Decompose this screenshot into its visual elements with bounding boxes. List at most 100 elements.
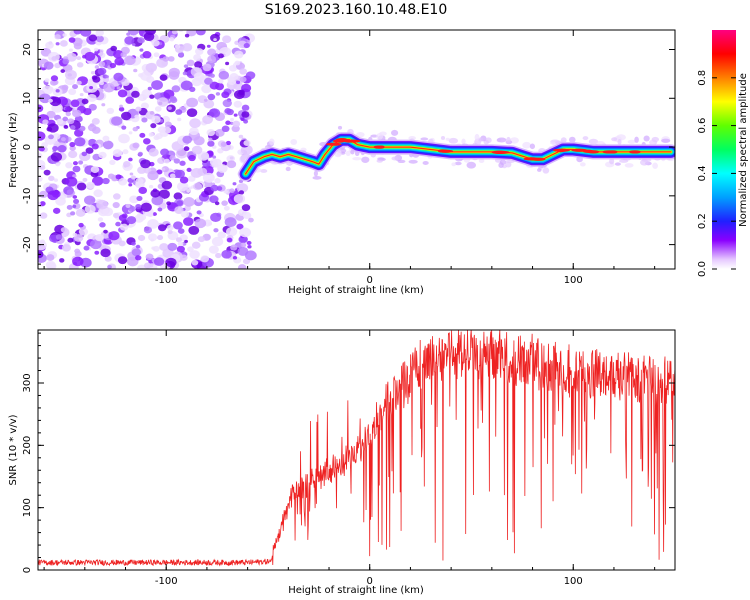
- noise-blob: [145, 62, 157, 73]
- noise-blob: [184, 239, 188, 244]
- spectrogram-x-label: Height of straight line (km): [288, 285, 424, 296]
- noise-blob: [122, 149, 129, 155]
- ridge-speckle: [390, 129, 399, 136]
- noise-blob: [195, 30, 206, 36]
- noise-blob: [79, 93, 84, 97]
- noise-blob: [244, 250, 257, 261]
- ridge-speckle: [312, 175, 322, 180]
- noise-blob: [43, 61, 54, 70]
- ridge-speckle: [397, 159, 406, 164]
- noise-blob: [70, 211, 76, 216]
- noise-blob: [153, 257, 165, 266]
- noise-blob: [93, 189, 103, 198]
- spectrogram-y-tick-label: 0: [22, 144, 33, 150]
- noise-blob: [129, 172, 134, 176]
- noise-blob: [67, 118, 75, 125]
- noise-blob: [69, 145, 76, 151]
- spectrogram-y-tick-label: -10: [22, 188, 33, 204]
- noise-blob: [135, 244, 141, 249]
- noise-blob: [66, 52, 77, 62]
- ridge-speckle: [408, 135, 416, 141]
- noise-blob: [65, 162, 73, 169]
- ridge-peak: [335, 138, 348, 142]
- noise-blob: [137, 234, 146, 242]
- noise-blob: [189, 118, 201, 129]
- ridge-speckle: [568, 136, 576, 143]
- noise-blob: [215, 92, 221, 96]
- noise-blob: [76, 182, 87, 191]
- noise-blob: [64, 106, 70, 111]
- ridge-speckle: [588, 138, 599, 145]
- noise-blob: [140, 71, 152, 81]
- noise-blob: [72, 84, 79, 90]
- noise-blob: [59, 40, 68, 47]
- noise-blob: [235, 80, 241, 85]
- noise-blob: [155, 133, 163, 140]
- noise-blob: [50, 75, 59, 82]
- noise-blob: [41, 142, 48, 148]
- noise-blob: [138, 73, 144, 78]
- noise-blob: [149, 94, 155, 99]
- noise-blob: [92, 176, 104, 186]
- noise-blob: [161, 167, 166, 171]
- noise-blob: [211, 236, 224, 247]
- ridge-speckle: [643, 135, 650, 142]
- ridge-speckle: [352, 157, 362, 161]
- noise-blob: [177, 117, 182, 122]
- noise-blob: [91, 118, 100, 125]
- noise-blob: [158, 189, 170, 199]
- noise-blob: [200, 255, 210, 263]
- noise-blob: [160, 148, 170, 156]
- noise-blob: [167, 242, 178, 251]
- noise-blob: [113, 49, 124, 59]
- noise-blob: [139, 48, 144, 52]
- noise-blob: [187, 246, 194, 252]
- noise-blob: [118, 178, 128, 186]
- noise-blob: [174, 169, 186, 179]
- noise-blob: [157, 157, 166, 164]
- noise-blob: [76, 62, 84, 68]
- noise-blob: [141, 89, 152, 99]
- noise-blob: [89, 86, 94, 90]
- noise-blob: [89, 123, 95, 127]
- ridge-speckle: [652, 162, 658, 169]
- noise-blob: [241, 204, 251, 212]
- noise-blob: [223, 205, 230, 211]
- ridge-speckle: [376, 133, 384, 140]
- spectrogram-y-tick-label: -20: [22, 236, 33, 252]
- noise-blob: [125, 203, 131, 209]
- noise-blob: [123, 161, 131, 168]
- ridge-peak: [342, 139, 361, 143]
- noise-blob: [131, 241, 136, 246]
- noise-blob: [217, 78, 224, 84]
- noise-blob: [186, 108, 198, 117]
- noise-blob: [174, 44, 181, 49]
- noise-blob: [207, 48, 217, 56]
- noise-blob: [76, 80, 82, 86]
- noise-blob: [74, 137, 86, 147]
- noise-blob: [167, 229, 173, 235]
- noise-blob: [72, 195, 78, 199]
- noise-blob: [76, 56, 82, 61]
- snr-x-ticks: -100 0 100: [43, 330, 656, 587]
- noise-blob: [55, 89, 60, 93]
- noise-blob: [247, 244, 252, 249]
- colorbar-tick-label: 0.8: [697, 70, 708, 86]
- noise-blob: [186, 97, 199, 108]
- noise-blob: [39, 93, 51, 104]
- noise-blob: [182, 71, 188, 76]
- noise-blob: [184, 33, 190, 38]
- noise-blob: [137, 166, 147, 174]
- noise-blob: [179, 254, 188, 261]
- noise-blob: [237, 264, 247, 269]
- spectrogram-y-tick-label: 20: [22, 43, 33, 56]
- ridge-speckle: [337, 125, 343, 130]
- noise-blob: [153, 93, 161, 99]
- spectrogram-x-tick-label: 100: [564, 275, 583, 286]
- noise-blob: [169, 95, 177, 102]
- noise-blob: [210, 184, 219, 192]
- noise-blob: [239, 68, 248, 75]
- noise-blob: [70, 125, 76, 130]
- noise-blob: [202, 115, 214, 125]
- noise-blob: [137, 37, 145, 44]
